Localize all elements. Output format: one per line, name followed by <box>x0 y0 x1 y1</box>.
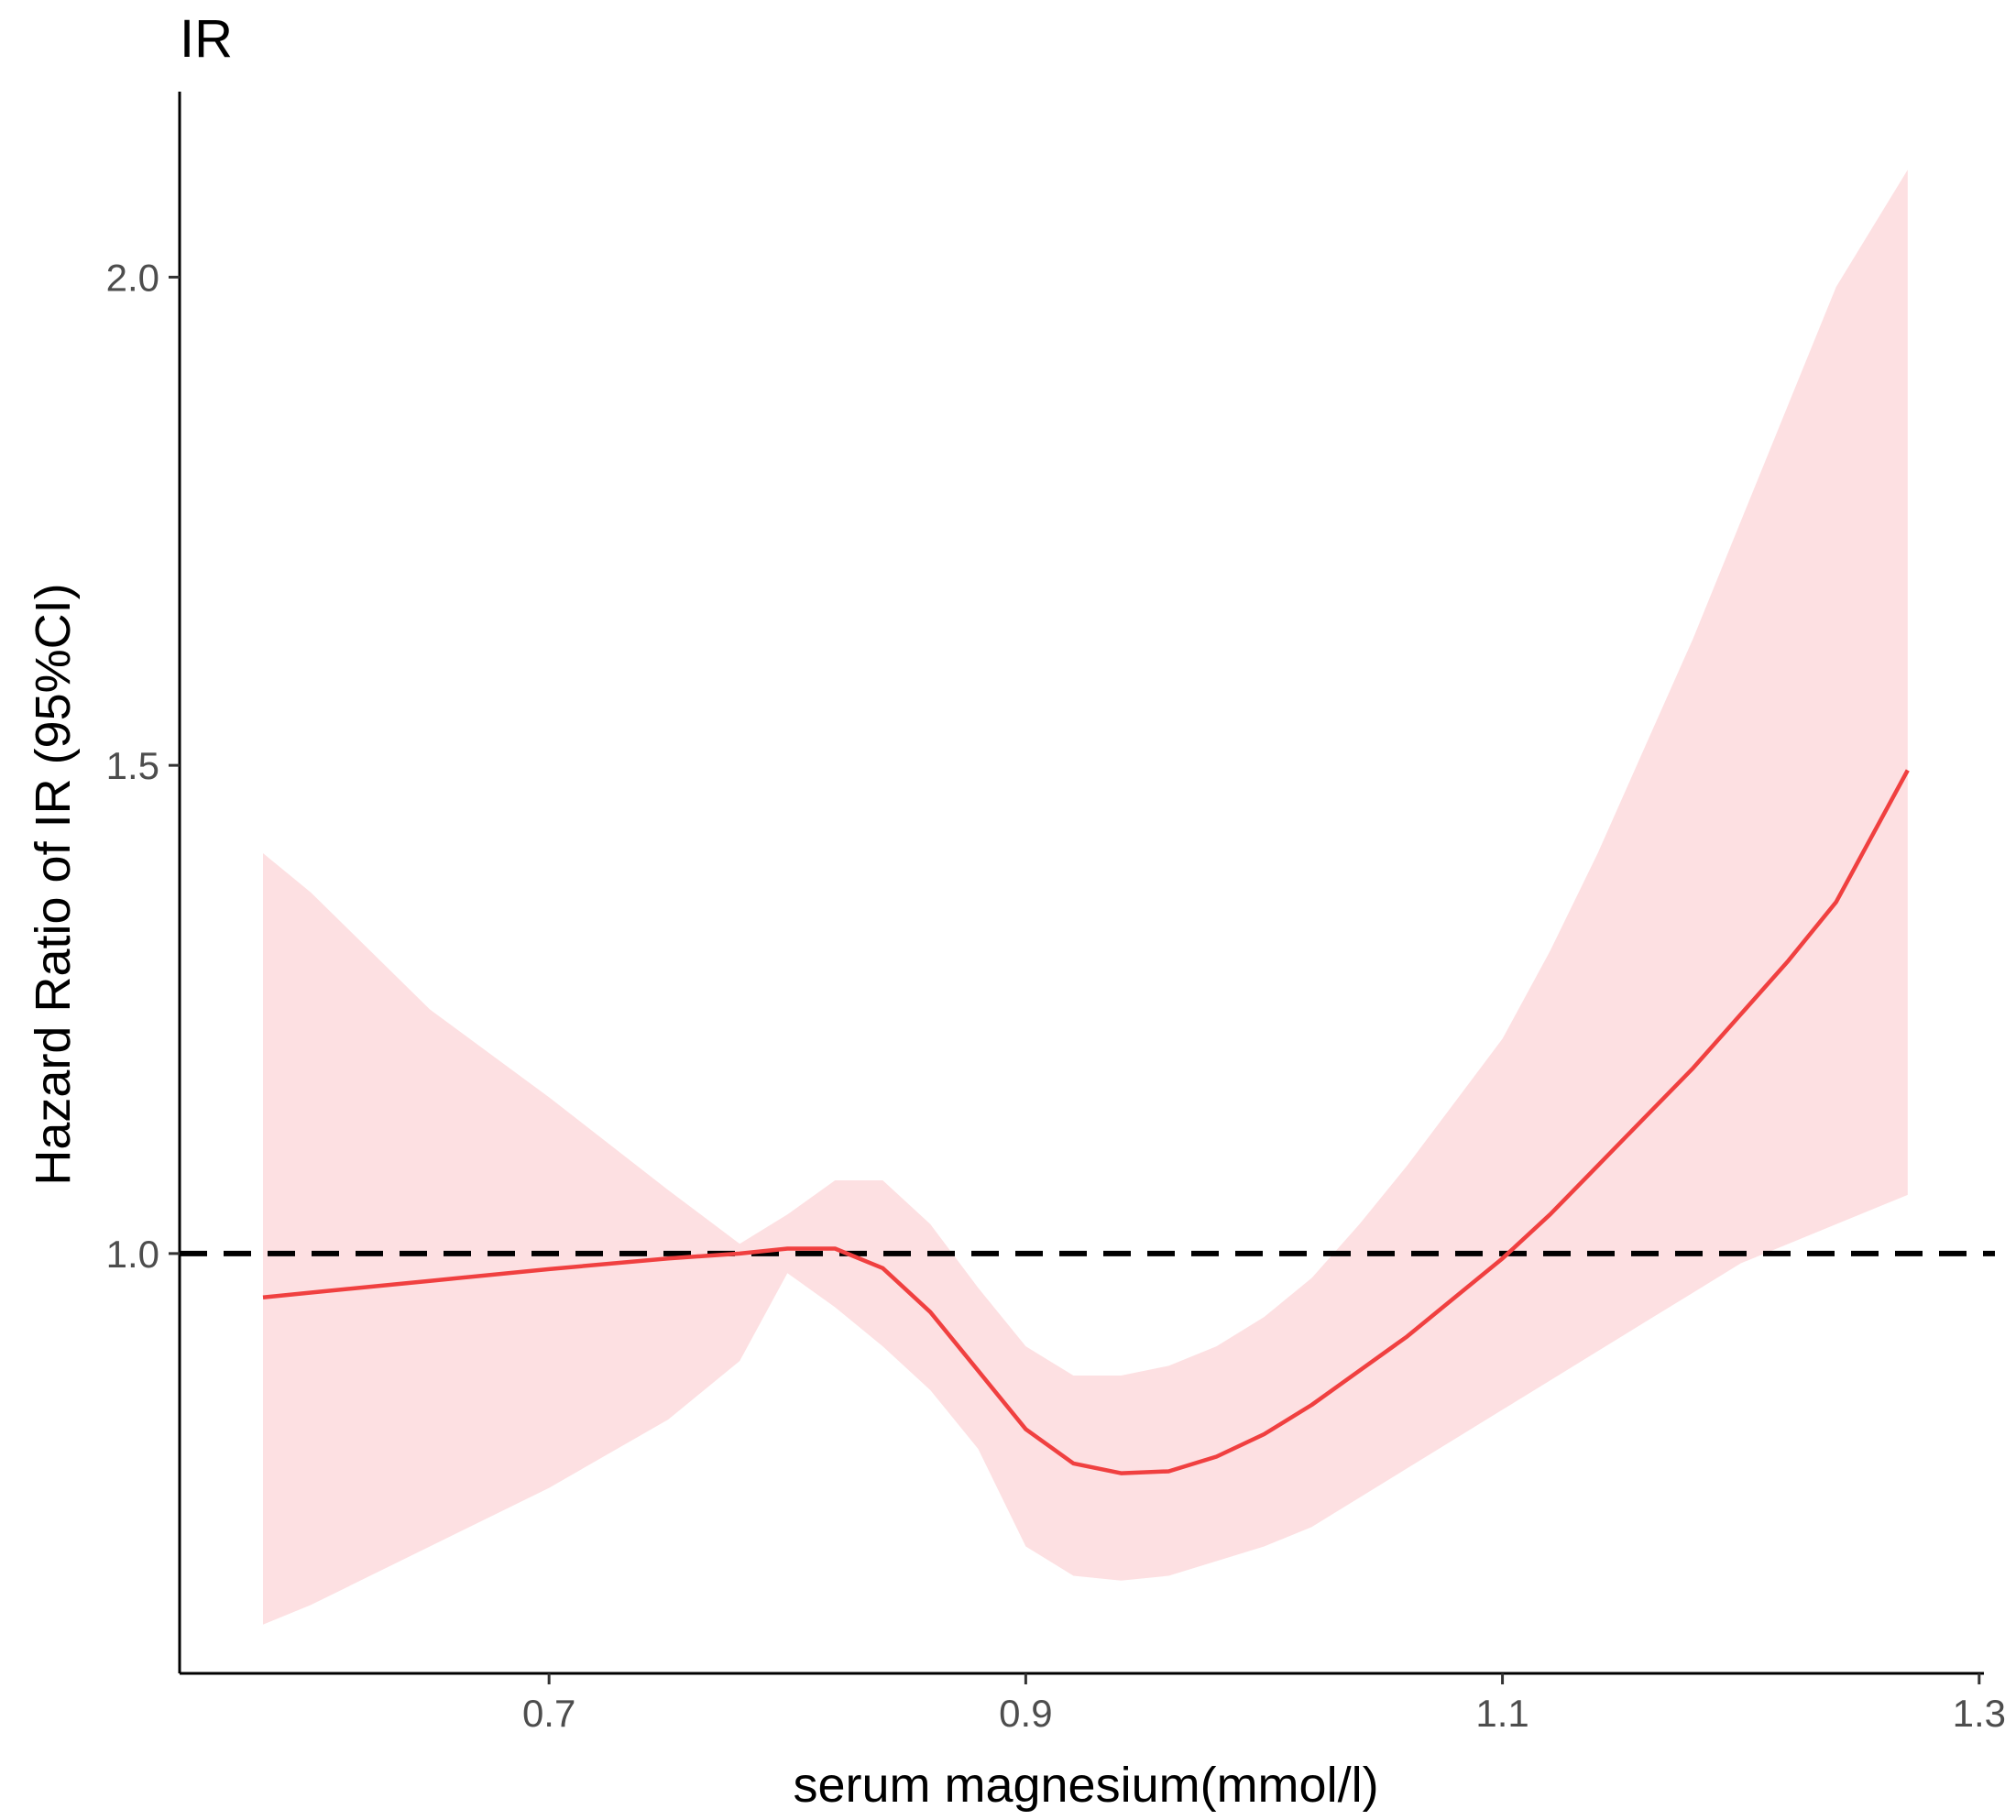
y-axis-label: Hazard Ratio of IR (95%CI) <box>26 583 81 1185</box>
y-tick-label: 1.5 <box>106 744 159 787</box>
x-tick-label: 1.3 <box>1953 1692 2006 1735</box>
chart-title: IR <box>180 9 233 69</box>
x-tick-label: 0.9 <box>999 1692 1052 1735</box>
confidence-band <box>263 170 1908 1625</box>
hazard-ratio-line <box>262 769 1910 1475</box>
x-tick-label: 1.1 <box>1475 1692 1528 1735</box>
y-axis-ticks: 1.0 1.5 2.0 <box>106 256 180 1276</box>
x-axis-label: serum magnesium(mmol/l) <box>793 1758 1378 1813</box>
y-tick-label: 2.0 <box>106 256 159 299</box>
plot-area <box>180 170 1995 1625</box>
y-tick-label: 1.0 <box>106 1233 159 1276</box>
x-tick-label: 0.7 <box>522 1692 575 1735</box>
x-axis-ticks: 0.7 0.9 1.1 1.3 <box>522 1673 2006 1735</box>
